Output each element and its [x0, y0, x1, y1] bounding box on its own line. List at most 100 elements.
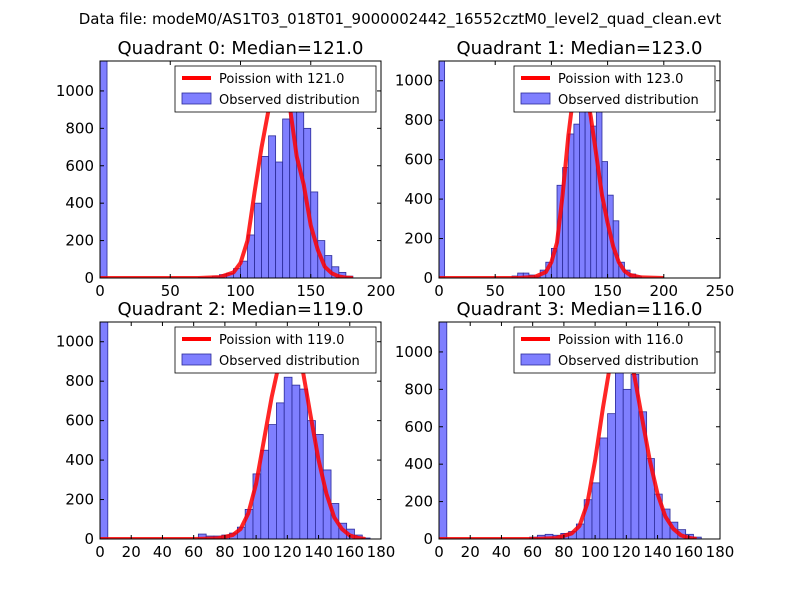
panel-title: Quadrant 0: Median=121.0 — [118, 38, 364, 59]
x-tick-label: 0 — [434, 543, 444, 561]
y-tick-label: 800 — [404, 111, 433, 129]
histogram-bar — [599, 437, 608, 539]
histogram-bar — [439, 61, 446, 278]
y-tick-label: 200 — [404, 493, 433, 511]
legend-curve-label: Poission with 119.0 — [219, 333, 344, 348]
x-tick-label: 100 — [242, 543, 271, 561]
x-tick-label: 140 — [643, 543, 672, 561]
legend-curve-label: Poission with 123.0 — [558, 72, 683, 87]
y-tick-label: 600 — [404, 151, 433, 169]
histogram-bar — [276, 402, 285, 539]
x-tick-label: 40 — [153, 543, 172, 561]
legend: Poission with 119.0 Observed distribution — [174, 326, 377, 374]
y-tick-label: 0 — [423, 269, 433, 287]
y-tick-label: 200 — [65, 491, 94, 509]
x-tick-label: 100 — [537, 282, 566, 300]
panel-0: Quadrant 0: Median=121.0 0 50 100 150 200 0 200… — [56, 38, 396, 300]
histogram-bar — [268, 135, 277, 278]
histogram-bar — [622, 388, 632, 539]
histogram-bar — [567, 133, 575, 278]
panel-title: Quadrant 3: Median=116.0 — [457, 299, 703, 320]
histogram-bar — [100, 61, 108, 278]
histogram-bar — [261, 156, 270, 278]
x-tick-label: 120 — [273, 543, 302, 561]
y-tick-label: 400 — [65, 451, 94, 469]
x-tick-label: 150 — [593, 282, 622, 300]
y-tick-label: 800 — [65, 372, 94, 390]
y-tick-label: 400 — [65, 194, 94, 212]
figure-title: Data file: modeM0/AS1T03_018T01_90000024… — [79, 10, 722, 29]
y-tick-label: 400 — [404, 190, 433, 208]
histogram-bar — [615, 370, 624, 539]
x-tick-label: 80 — [554, 543, 573, 561]
y-tick-label: 1000 — [395, 343, 433, 361]
bars — [439, 322, 702, 539]
legend-bars-label: Observed distribution — [219, 93, 360, 108]
x-tick-label: 0 — [95, 543, 105, 561]
x-tick-label: 0 — [434, 282, 444, 300]
legend-curve-label: Poission with 121.0 — [219, 72, 344, 87]
x-tick-label: 60 — [523, 543, 542, 561]
axes-frame — [438, 60, 721, 279]
x-tick-label: 180 — [706, 543, 735, 561]
axes-frame — [438, 321, 721, 540]
x-tick-label: 150 — [296, 282, 325, 300]
panel-3: Quadrant 3: Median=116.00 20 40 60 80 100 120 1… — [395, 299, 735, 561]
y-tick-label: 0 — [84, 269, 94, 287]
legend: Poission with 123.0 Observed distribution — [513, 65, 716, 113]
histogram-bar — [100, 322, 109, 539]
legend-bars-label: Observed distribution — [558, 93, 699, 108]
panel-title: Quadrant 2: Median=119.0 — [118, 299, 364, 320]
y-tick-label: 200 — [65, 232, 94, 250]
histogram-bar — [573, 123, 580, 278]
histogram-bar — [268, 424, 277, 539]
legend-bars-swatch — [181, 353, 212, 366]
x-tick-label: 40 — [492, 543, 511, 561]
x-tick-label: 80 — [215, 543, 234, 561]
y-tick-label: 1000 — [56, 82, 94, 100]
histogram-bar — [439, 322, 448, 539]
y-tick-label: 1000 — [56, 333, 94, 351]
panel-1: Quadrant 1: Median=123.0 0 50 100 150 200 250 0… — [395, 38, 735, 300]
legend-bars-swatch — [181, 92, 212, 105]
x-tick-label: 50 — [161, 282, 180, 300]
histogram-bar — [260, 449, 269, 539]
legend: Poission with 116.0 Observed distribution — [513, 326, 716, 374]
x-tick-label: 160 — [674, 543, 703, 561]
y-tick-label: 600 — [65, 412, 94, 430]
panel-2: Quadrant 2: Median=119.00 20 40 60 80 100 120 1… — [56, 299, 396, 561]
x-tick-label: 250 — [706, 282, 735, 300]
x-tick-label: 20 — [122, 543, 141, 561]
histogram-bar — [299, 388, 309, 539]
legend-bars-swatch — [520, 92, 551, 105]
x-tick-label: 140 — [304, 543, 333, 561]
x-tick-label: 200 — [649, 282, 678, 300]
x-tick-label: 100 — [226, 282, 255, 300]
x-tick-label: 0 — [95, 282, 105, 300]
histogram-bar — [591, 482, 601, 539]
x-tick-label: 120 — [612, 543, 641, 561]
histogram-bar — [584, 100, 592, 278]
histogram-bar — [607, 413, 616, 539]
y-tick-label: 800 — [404, 380, 433, 398]
legend-bars-label: Observed distribution — [219, 354, 360, 369]
x-tick-label: 100 — [581, 543, 610, 561]
histogram-bar — [275, 161, 284, 278]
histogram-bar — [291, 384, 301, 539]
y-tick-label: 600 — [65, 157, 94, 175]
legend-bars-swatch — [520, 353, 551, 366]
axes-frame — [99, 321, 382, 540]
legend-bars-label: Observed distribution — [558, 354, 699, 369]
y-tick-label: 0 — [84, 530, 94, 548]
x-tick-label: 50 — [486, 282, 505, 300]
y-tick-label: 800 — [65, 119, 94, 137]
x-tick-label: 200 — [367, 282, 396, 300]
x-tick-label: 160 — [335, 543, 364, 561]
legend: Poission with 121.0 Observed distribution — [174, 65, 377, 113]
x-tick-label: 60 — [184, 543, 203, 561]
y-tick-label: 400 — [404, 455, 433, 473]
y-tick-label: 1000 — [395, 72, 433, 90]
legend-curve-label: Poission with 116.0 — [558, 333, 683, 348]
x-tick-label: 180 — [367, 543, 396, 561]
